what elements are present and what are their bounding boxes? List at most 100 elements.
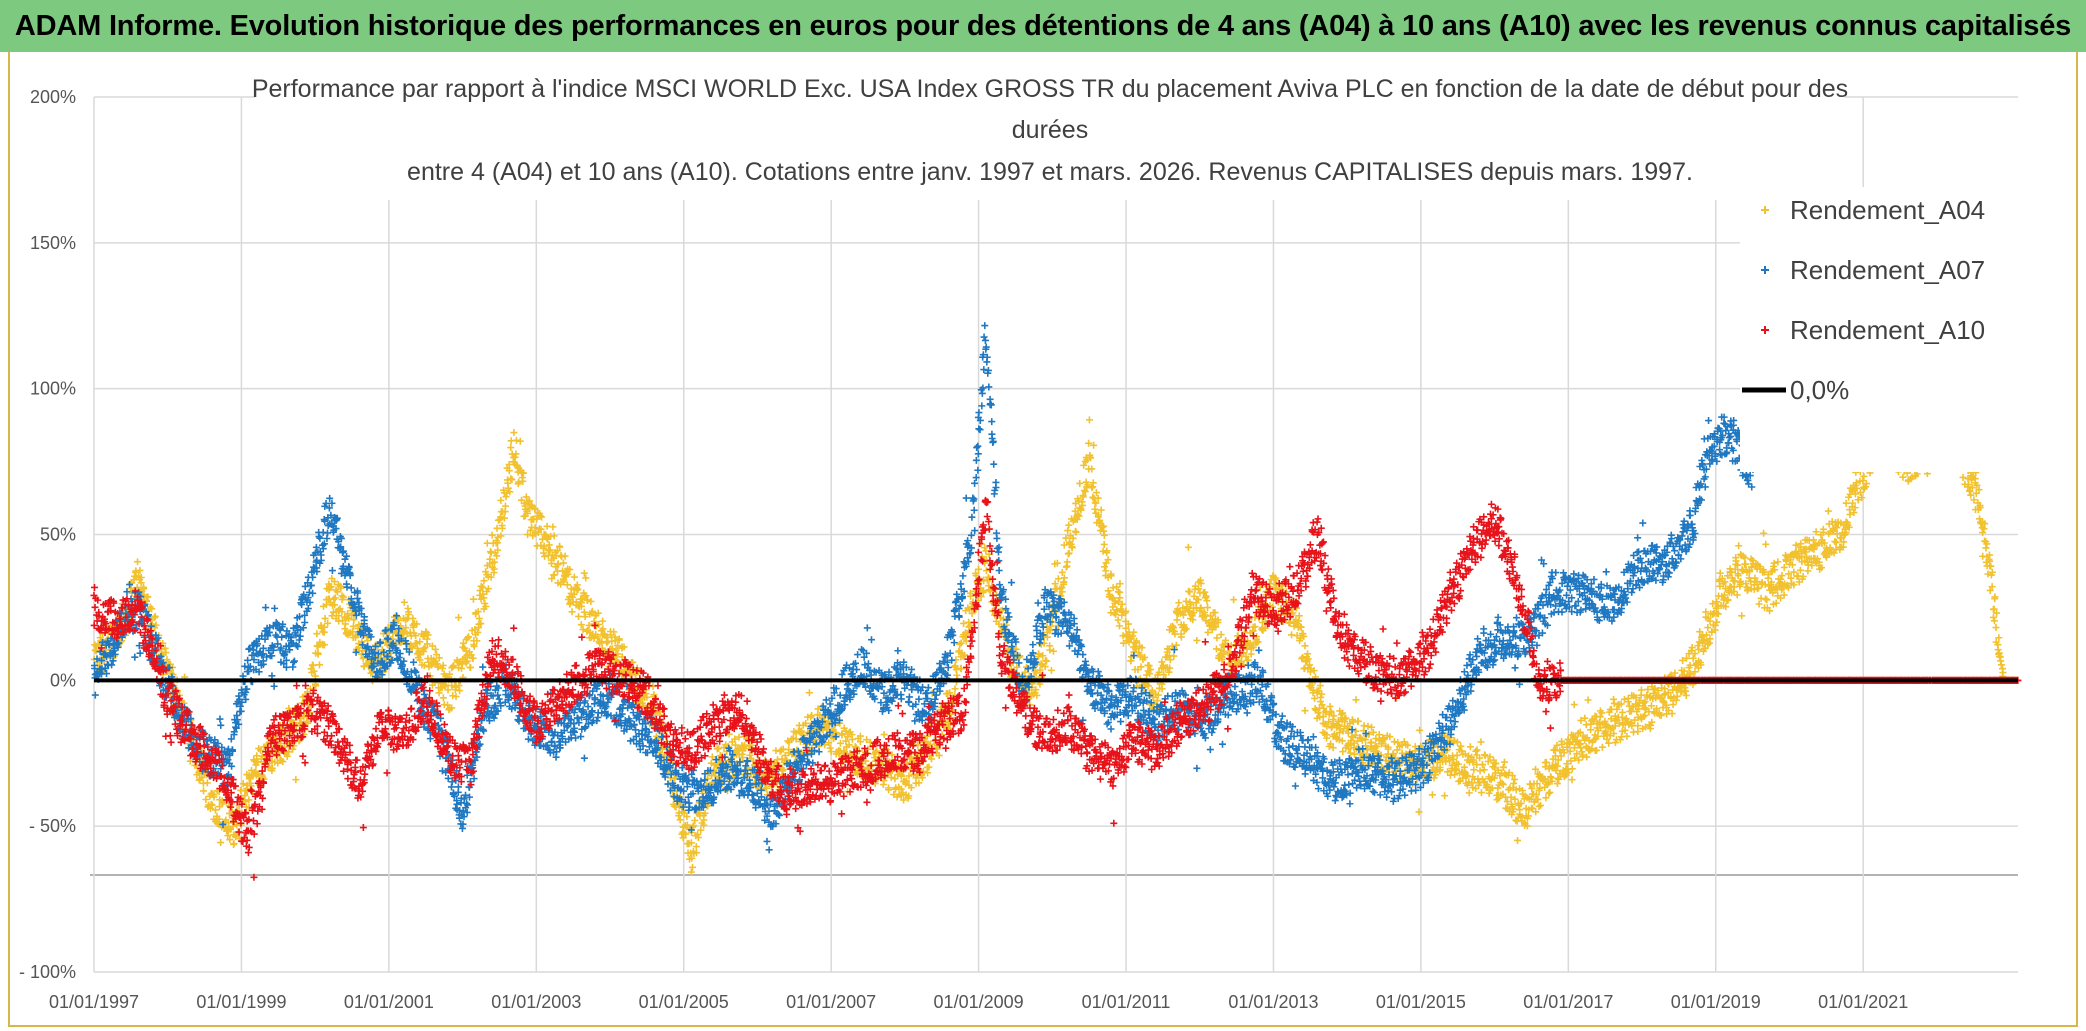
- data-point: [1022, 663, 1030, 671]
- data-point: [217, 721, 225, 729]
- data-point: [327, 583, 335, 591]
- data-point: [1416, 726, 1424, 734]
- data-point: [359, 654, 367, 662]
- data-point: [541, 552, 549, 560]
- data-point: [516, 437, 524, 445]
- data-point: [211, 806, 219, 814]
- data-point: [1050, 647, 1058, 655]
- data-point: [1596, 713, 1604, 721]
- data-point: [398, 661, 406, 669]
- data-point: [1997, 661, 2005, 669]
- data-point: [289, 745, 297, 753]
- data-point: [1570, 701, 1578, 709]
- data-point: [333, 588, 341, 596]
- data-point: [1732, 557, 1740, 565]
- data-point: [150, 614, 158, 622]
- data-point: [1824, 507, 1832, 515]
- data-point: [479, 663, 487, 671]
- data-point: [715, 744, 723, 752]
- data-point: [320, 641, 328, 649]
- data-point: [320, 623, 328, 631]
- data-point: [247, 779, 255, 787]
- data-point: [409, 614, 417, 622]
- data-point: [203, 779, 211, 787]
- data-point: [283, 752, 291, 760]
- data-point: [289, 663, 297, 671]
- data-point: [208, 801, 216, 809]
- data-point: [483, 539, 491, 547]
- data-point: [337, 584, 345, 592]
- data-point: [960, 619, 968, 627]
- data-point: [1763, 596, 1771, 604]
- data-point: [1352, 696, 1360, 704]
- data-point: [226, 836, 234, 844]
- data-point: [151, 612, 159, 620]
- data-point: [1465, 789, 1473, 797]
- data-point: [574, 714, 582, 722]
- data-point: [1101, 563, 1109, 571]
- data-point: [475, 615, 483, 623]
- grid-lines: [90, 96, 2018, 973]
- data-point: [140, 585, 148, 593]
- data-point: [249, 772, 257, 780]
- data-point: [1175, 599, 1183, 607]
- data-point: [497, 496, 505, 504]
- data-point: [200, 787, 208, 795]
- data-point: [1646, 725, 1654, 733]
- data-point: [254, 770, 262, 778]
- data-point: [676, 816, 684, 824]
- data-point: [568, 608, 576, 616]
- data-point: [198, 774, 206, 782]
- data-point: [219, 798, 227, 806]
- data-point: [349, 622, 357, 630]
- data-point: [1568, 776, 1576, 784]
- data-point: [1778, 572, 1786, 580]
- data-point: [1584, 696, 1592, 704]
- data-point: [1860, 472, 1868, 480]
- data-point: [136, 649, 144, 657]
- data-point: [163, 656, 171, 664]
- data-point: [1115, 622, 1123, 630]
- data-point: [340, 593, 348, 601]
- data-point: [1217, 631, 1225, 639]
- data-point: [215, 815, 223, 823]
- data-point: [1145, 662, 1153, 670]
- data-point: [324, 619, 332, 627]
- data-point: [314, 649, 322, 657]
- data-point: [957, 665, 965, 673]
- data-point: [1477, 738, 1485, 746]
- scatter-points: [90, 322, 2022, 881]
- data-point: [1831, 537, 1839, 545]
- data-point: [1610, 695, 1618, 703]
- data-point: [1762, 540, 1770, 548]
- data-point: [254, 758, 262, 766]
- data-point: [515, 717, 523, 725]
- data-point: [1476, 767, 1484, 775]
- data-point: [467, 664, 475, 672]
- data-point: [561, 552, 569, 560]
- data-point: [1346, 749, 1354, 757]
- data-point: [1230, 596, 1238, 604]
- data-point: [1076, 479, 1084, 487]
- data-point: [1738, 612, 1746, 620]
- data-point: [559, 559, 567, 567]
- data-point: [1797, 540, 1805, 548]
- data-point: [341, 620, 349, 628]
- data-point: [1637, 686, 1645, 694]
- data-point: [1100, 531, 1108, 539]
- data-point: [1466, 743, 1474, 751]
- data-point: [580, 569, 588, 577]
- data-point: [580, 754, 588, 762]
- data-point: [1990, 617, 1998, 625]
- data-point: [271, 604, 279, 612]
- data-point: [691, 817, 699, 825]
- data-point: [1510, 779, 1518, 787]
- data-point: [455, 614, 463, 622]
- data-point: [1301, 707, 1309, 715]
- data-point: [410, 658, 418, 666]
- data-point: [1085, 416, 1093, 424]
- data-point: [134, 558, 142, 566]
- data-point: [512, 436, 520, 444]
- data-point: [469, 595, 477, 603]
- data-point: [570, 573, 578, 581]
